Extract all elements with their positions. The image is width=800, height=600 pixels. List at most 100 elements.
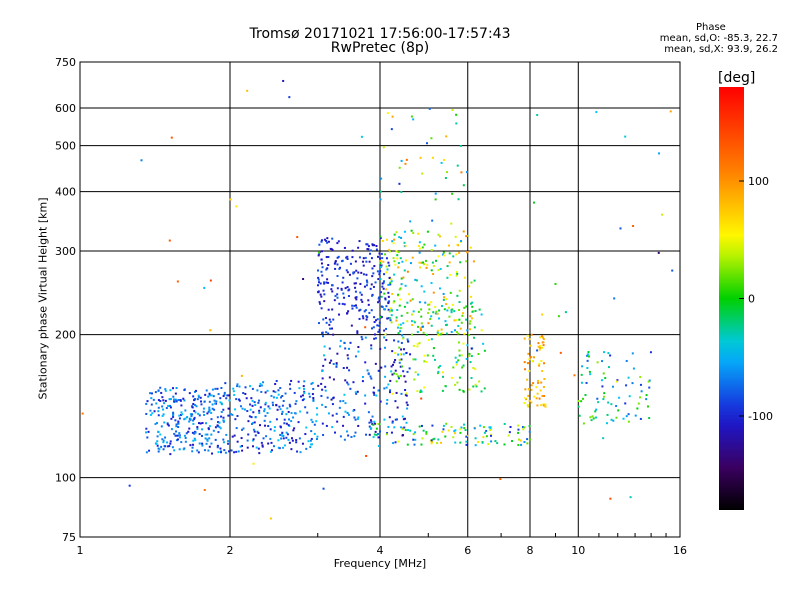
data-point bbox=[327, 255, 330, 258]
data-point bbox=[397, 262, 400, 265]
data-point bbox=[539, 389, 542, 392]
data-point bbox=[414, 438, 417, 441]
data-point bbox=[386, 268, 389, 271]
data-point bbox=[331, 290, 334, 293]
data-point bbox=[364, 256, 367, 259]
data-point bbox=[353, 416, 356, 419]
data-point bbox=[157, 399, 160, 402]
data-point bbox=[237, 450, 240, 453]
data-point bbox=[240, 374, 243, 377]
data-point bbox=[357, 424, 360, 427]
data-point bbox=[395, 418, 398, 421]
data-point bbox=[530, 388, 533, 391]
data-point bbox=[381, 285, 384, 288]
data-point bbox=[446, 309, 449, 312]
data-point bbox=[419, 391, 422, 394]
data-point bbox=[536, 349, 539, 352]
data-point bbox=[295, 439, 298, 442]
data-point bbox=[241, 428, 244, 431]
data-point bbox=[381, 257, 384, 260]
data-point bbox=[219, 401, 222, 404]
data-point bbox=[454, 356, 457, 359]
data-point bbox=[235, 427, 238, 430]
data-point bbox=[251, 445, 254, 448]
x-tick-label: 2 bbox=[227, 544, 234, 557]
data-point bbox=[281, 431, 284, 434]
data-point bbox=[469, 302, 472, 305]
data-point bbox=[296, 450, 299, 453]
data-point bbox=[439, 267, 442, 270]
data-point bbox=[393, 273, 396, 276]
data-point bbox=[426, 230, 429, 233]
data-point bbox=[184, 440, 187, 443]
data-point bbox=[276, 408, 279, 411]
data-point bbox=[317, 276, 320, 279]
data-point bbox=[338, 302, 341, 305]
data-point bbox=[478, 380, 481, 383]
data-point bbox=[214, 438, 217, 441]
data-point bbox=[578, 414, 581, 417]
data-point bbox=[293, 427, 296, 430]
data-point bbox=[377, 444, 380, 447]
data-point bbox=[360, 271, 363, 274]
data-point bbox=[458, 289, 461, 292]
data-point bbox=[172, 412, 175, 415]
data-point bbox=[483, 349, 486, 352]
data-point bbox=[288, 418, 291, 421]
data-point bbox=[165, 407, 168, 410]
data-point bbox=[466, 344, 469, 347]
data-point bbox=[219, 427, 222, 430]
data-point bbox=[430, 324, 433, 327]
data-point bbox=[320, 295, 323, 298]
data-point bbox=[217, 451, 220, 454]
data-point bbox=[252, 438, 255, 441]
data-point bbox=[540, 360, 543, 363]
data-point bbox=[275, 403, 278, 406]
data-point bbox=[458, 376, 461, 379]
data-point bbox=[377, 278, 380, 281]
data-point bbox=[382, 260, 385, 263]
data-point bbox=[604, 377, 607, 380]
data-point bbox=[257, 447, 260, 450]
data-point bbox=[348, 273, 351, 276]
data-point bbox=[328, 323, 331, 326]
data-point bbox=[444, 176, 447, 179]
data-point bbox=[460, 171, 463, 174]
data-point bbox=[180, 411, 183, 414]
data-point bbox=[463, 332, 466, 335]
data-point bbox=[304, 406, 307, 409]
data-point bbox=[400, 159, 403, 162]
data-point bbox=[463, 426, 466, 429]
data-point bbox=[456, 164, 459, 167]
data-point bbox=[387, 291, 390, 294]
data-point bbox=[389, 281, 392, 284]
data-point bbox=[260, 384, 263, 387]
data-point bbox=[468, 322, 471, 325]
data-point bbox=[325, 281, 328, 284]
data-point bbox=[257, 432, 260, 435]
data-point bbox=[538, 348, 541, 351]
data-point bbox=[369, 375, 372, 378]
data-point bbox=[240, 444, 243, 447]
data-point bbox=[404, 259, 407, 262]
chart-subtitle: RwPretec (8p) bbox=[330, 40, 430, 56]
data-point bbox=[149, 413, 152, 416]
data-point bbox=[240, 437, 243, 440]
data-point bbox=[175, 387, 178, 390]
data-point bbox=[414, 358, 417, 361]
data-point bbox=[399, 365, 402, 368]
data-point bbox=[452, 436, 455, 439]
data-point bbox=[448, 315, 451, 318]
data-point bbox=[210, 433, 213, 436]
data-point bbox=[159, 386, 162, 389]
data-point bbox=[329, 320, 332, 323]
data-point bbox=[391, 115, 394, 118]
data-point bbox=[364, 402, 367, 405]
data-point bbox=[427, 322, 430, 325]
data-point bbox=[321, 266, 324, 269]
data-point bbox=[149, 409, 152, 412]
data-point bbox=[646, 405, 649, 408]
data-point bbox=[377, 297, 380, 300]
data-point bbox=[287, 438, 290, 441]
data-point bbox=[428, 303, 431, 306]
